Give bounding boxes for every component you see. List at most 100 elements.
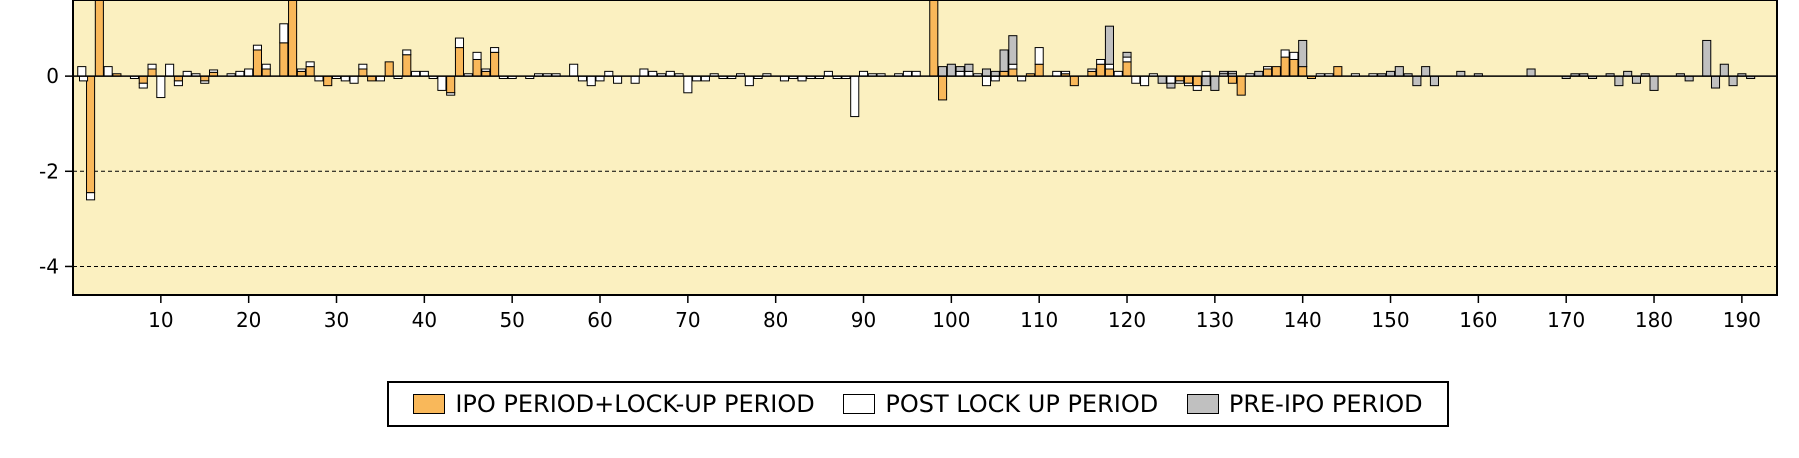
bar-ipo-period-lock-up-period [402, 54, 412, 77]
x-tick-label: 60 [587, 308, 612, 332]
bar-ipo-period-lock-up-period [1034, 63, 1044, 77]
x-tick-label: 20 [236, 308, 261, 332]
bar-ipo-period-lock-up-period [252, 49, 262, 77]
y-tick-label: -4 [39, 254, 59, 278]
bar-post-lock-up-period [446, 92, 456, 96]
bar-post-lock-up-period [1140, 75, 1150, 87]
bar-post-lock-up-period [437, 75, 447, 91]
bar-pre-ipo-period [1210, 75, 1220, 91]
x-tick-label: 170 [1547, 308, 1585, 332]
gridlines [73, 170, 1777, 267]
x-tick-label: 80 [763, 308, 788, 332]
bar-post-lock-up-period [279, 23, 289, 44]
bar-post-lock-up-period [683, 75, 693, 94]
legend-label-post-lockup: POST LOCK UP PERIOD [885, 390, 1159, 418]
bar-pre-ipo-period [1614, 75, 1624, 87]
bar-pre-ipo-period [1122, 51, 1132, 58]
bar-ipo-period-lock-up-period [1183, 75, 1194, 84]
legend-swatch-post-lockup [843, 394, 876, 414]
bar-post-lock-up-period [208, 69, 219, 73]
bar-pre-ipo-period [946, 63, 956, 77]
bar-ipo-period-lock-up-period [1104, 68, 1114, 77]
bar-post-lock-up-period [156, 75, 166, 99]
bar-ipo-period-lock-up-period [1122, 61, 1132, 77]
plot-frame [72, 0, 1778, 296]
y-tick-label: -2 [39, 159, 59, 183]
bar-post-lock-up-period [261, 63, 271, 70]
bar-ipo-period-lock-up-period [1069, 75, 1079, 87]
bar-ipo-period-lock-up-period [1333, 66, 1343, 77]
bar-post-lock-up-period [165, 63, 175, 77]
bar-pre-ipo-period [1157, 75, 1167, 84]
bar-post-lock-up-period [86, 192, 96, 201]
bar-ipo-period-lock-up-period [938, 75, 948, 101]
bar-pre-ipo-period [1219, 70, 1229, 75]
x-tick-label: 30 [324, 308, 349, 332]
bar-ipo-period-lock-up-period [490, 51, 500, 77]
bar-ipo-period-lock-up-period [305, 66, 315, 77]
bar-post-lock-up-period [981, 75, 992, 87]
bar-post-lock-up-period [1289, 51, 1299, 60]
legend-item-post-lockup: POST LOCK UP PERIOD [843, 390, 1158, 418]
bar-post-lock-up-period [1280, 49, 1290, 58]
bar-post-lock-up-period [1183, 82, 1194, 87]
bar-post-lock-up-period [1096, 58, 1106, 65]
bar-pre-ipo-period [999, 49, 1009, 72]
bar-ipo-period-lock-up-period [1008, 68, 1018, 77]
y-axis: 0 -2 -4 [39, 64, 73, 278]
bar-ipo-period-lock-up-period [86, 75, 96, 194]
bar-post-lock-up-period [138, 82, 148, 89]
x-tick-label: 140 [1284, 308, 1322, 332]
bar-pre-ipo-period [1394, 66, 1404, 77]
bar-post-lock-up-period [103, 66, 113, 77]
bar-post-lock-up-period [358, 63, 368, 70]
bar-post-lock-up-period [850, 75, 860, 118]
bar-post-lock-up-period [744, 75, 754, 87]
x-tick-label: 10 [148, 308, 173, 332]
bar-pre-ipo-period [1412, 75, 1422, 87]
bar-pre-ipo-period [1728, 75, 1738, 87]
bar-ipo-period-lock-up-period [138, 75, 148, 84]
bar-ipo-period-lock-up-period [1298, 66, 1308, 77]
x-tick-label: 160 [1459, 308, 1497, 332]
x-tick-label: 180 [1635, 308, 1673, 332]
bar-post-lock-up-period [1008, 63, 1018, 70]
legend-label-pre-ipo: PRE-IPO PERIOD [1228, 390, 1423, 418]
x-tick-label: 120 [1108, 308, 1146, 332]
bar-post-lock-up-period [244, 68, 254, 77]
bar-ipo-period-lock-up-period [472, 58, 482, 77]
bar-pre-ipo-period [938, 66, 948, 77]
bar-post-lock-up-period [349, 75, 359, 84]
bar-post-lock-up-period [173, 80, 183, 87]
bar-ipo-period-lock-up-period [323, 75, 333, 87]
bar-post-lock-up-period [305, 61, 315, 68]
x-tick-label: 40 [412, 308, 437, 332]
x-tick-label: 130 [1196, 308, 1234, 332]
bar-post-lock-up-period [630, 75, 640, 84]
bar-ipo-period-lock-up-period [1271, 66, 1281, 77]
bar-ipo-period-lock-up-period [384, 61, 394, 77]
bar-ipo-period-lock-up-period [288, 0, 298, 77]
legend: IPO PERIOD+LOCK-UP PERIOD POST LOCK UP P… [387, 381, 1449, 427]
bar-ipo-period-lock-up-period [929, 0, 939, 77]
bar-ipo-period-lock-up-period [261, 68, 271, 77]
bar-ipo-period-lock-up-period [1289, 58, 1299, 77]
bar-ipo-period-lock-up-period [454, 47, 465, 77]
x-tick-label: 70 [675, 308, 700, 332]
bar-pre-ipo-period [1526, 68, 1536, 77]
legend-item-ipo: IPO PERIOD+LOCK-UP PERIOD [413, 390, 815, 418]
bar-pre-ipo-period [955, 66, 965, 72]
x-tick-label: 190 [1723, 308, 1761, 332]
bar-post-lock-up-period [613, 75, 623, 84]
bar-post-lock-up-period [569, 63, 579, 77]
bar-ipo-period-lock-up-period [446, 75, 456, 94]
bar-post-lock-up-period [252, 44, 262, 51]
bar-post-lock-up-period [1060, 70, 1071, 75]
bar-ipo-period-lock-up-period [1263, 68, 1273, 77]
bar-post-lock-up-period [1192, 85, 1202, 91]
bar-post-lock-up-period [1166, 75, 1176, 84]
bar-post-lock-up-period [402, 49, 412, 56]
bar-pre-ipo-period [1710, 75, 1721, 89]
bar-post-lock-up-period [200, 80, 210, 84]
